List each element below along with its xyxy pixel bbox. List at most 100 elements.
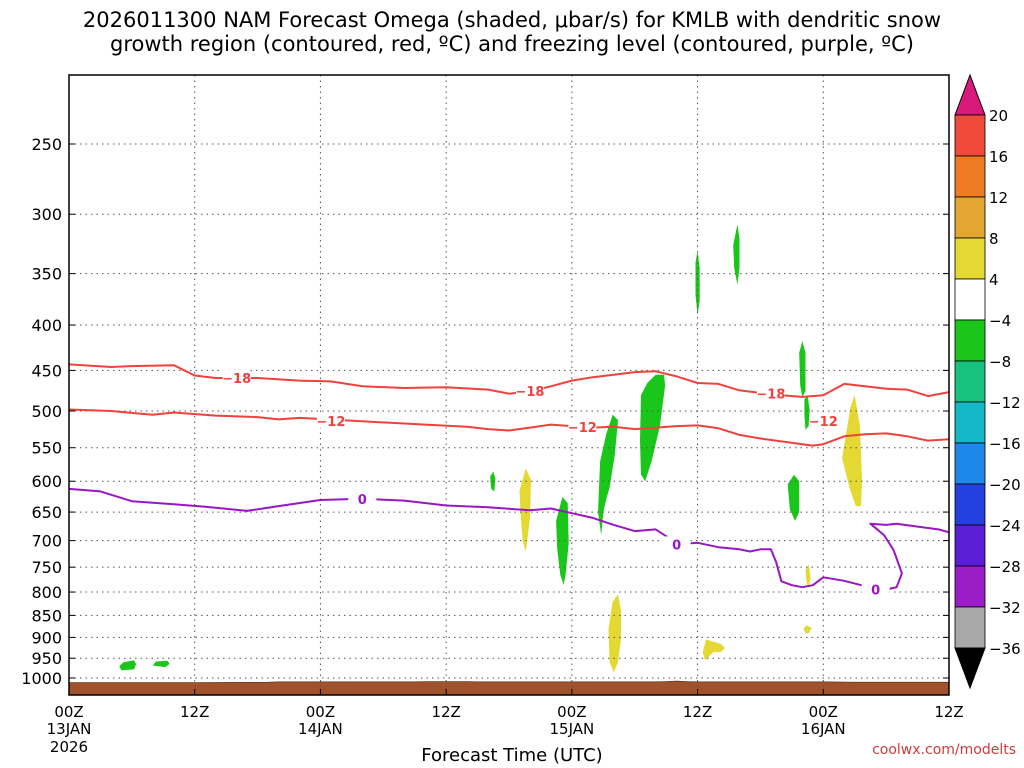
omega-neg-4 (556, 497, 569, 585)
ytick-label-500: 500 (31, 402, 62, 421)
contour-0 (69, 487, 949, 591)
omega-neg-9 (799, 341, 806, 397)
contour-label-bg (348, 490, 377, 506)
credit-link[interactable]: coolwx.com/modelts (872, 742, 1016, 758)
colorbar-swatch (954, 483, 986, 526)
colorbar-arrow-bottom (954, 647, 986, 690)
ytick-label-700: 700 (31, 532, 62, 551)
xtick-label: 00Z (306, 703, 335, 721)
colorbar-label: −32 (989, 599, 1021, 617)
ytick-label-800: 800 (31, 583, 62, 602)
xtick-date: 15JAN (549, 720, 594, 738)
xtick-date: 14JAN (298, 720, 343, 738)
contour-label-0: 0 (358, 493, 367, 508)
omega-neg-2 (152, 660, 170, 668)
omega-neg-8 (733, 224, 740, 285)
ytick-label-950: 950 (31, 649, 62, 668)
ytick-label-350: 350 (31, 265, 62, 284)
contour-label-bg (515, 383, 544, 399)
colorbar-label: −36 (989, 640, 1021, 658)
omega-neg-5 (598, 414, 618, 536)
colorbar-swatch (954, 524, 986, 567)
omega-neg-11 (787, 474, 800, 521)
plot-frame (68, 74, 950, 696)
xtick-label: 00Z (557, 703, 586, 721)
omega-pos-6 (842, 395, 862, 507)
contour-label--12: −12 (568, 421, 597, 436)
ytick-label-250: 250 (31, 135, 62, 154)
colorbar-swatch (954, 237, 986, 280)
colorbar-swatch (954, 565, 986, 608)
xtick-label: 12Z (934, 703, 963, 721)
omega-neg-10 (804, 395, 810, 430)
ytick-label-550: 550 (31, 439, 62, 458)
contour-label--12: −12 (316, 415, 345, 430)
omega-pos-3 (702, 639, 725, 661)
colorbar-swatch (954, 606, 986, 649)
omega-shading (119, 224, 862, 673)
ytick-label-850: 850 (31, 606, 62, 625)
contour-lines: −18 −18 −18 −12 −12 −12 0 0 0 (69, 363, 949, 599)
ytick-label-400: 400 (31, 316, 62, 335)
colorbar-label: −4 (989, 312, 1011, 330)
colorbar-label: 8 (989, 230, 999, 248)
contour-label-bg (662, 536, 691, 552)
ytick-label-900: 900 (31, 628, 62, 647)
colorbar-swatch (954, 155, 986, 198)
contour-label-bg (861, 581, 890, 597)
contour-label-0: 0 (672, 538, 681, 553)
xtick-label: 12Z (180, 703, 209, 721)
xtick-label: 12Z (431, 703, 460, 721)
ytick-label-450: 450 (31, 361, 62, 380)
contour-label--18: −18 (756, 388, 785, 403)
xtick-label: 00Z (54, 703, 83, 721)
contour-label--18: −18 (515, 385, 544, 400)
colorbar-label: 4 (989, 271, 999, 289)
colorbar-label: −28 (989, 558, 1021, 576)
contour-label-bg (222, 370, 251, 386)
ytick-label-1000: 1000 (21, 669, 62, 688)
contour-label-bg (316, 412, 345, 428)
ytick-label-600: 600 (31, 472, 62, 491)
colorbar-swatch (954, 114, 986, 157)
ytick-label-300: 300 (31, 205, 62, 224)
colorbar-label: −16 (989, 435, 1021, 453)
colorbar-label: −8 (989, 353, 1011, 371)
ytick-label-750: 750 (31, 558, 62, 577)
colorbar-arrow-top (954, 73, 986, 116)
colorbar-label: −24 (989, 517, 1021, 535)
contour-label-0: 0 (871, 584, 880, 599)
grid-lines (69, 75, 949, 695)
colorbar-swatch (954, 319, 986, 362)
xtick-label: 12Z (683, 703, 712, 721)
colorbar-label: 12 (989, 189, 1008, 207)
colorbar-swatch (954, 442, 986, 485)
omega-pos-5 (803, 625, 812, 634)
contour-label-bg (809, 412, 838, 428)
colorbar-swatch (954, 278, 986, 321)
colorbar-swatch (954, 196, 986, 239)
chart-title: 2026011300 NAM Forecast Omega (shaded, μ… (82, 8, 942, 56)
colorbar-label: −20 (989, 476, 1021, 494)
contour-label-bg (568, 418, 597, 434)
contour-label-bg (756, 385, 785, 401)
colorbar-label: 16 (989, 148, 1008, 166)
omega-pos-2 (608, 594, 622, 673)
xtick-date: 16JAN (801, 720, 846, 738)
contour--12 (69, 408, 949, 447)
x-axis-label: Forecast Time (UTC) (421, 745, 603, 766)
xtick-label: 00Z (809, 703, 838, 721)
colorbar: 20 16 12 8 4 −4 −8 −12 −16 −20 −24 −28 −32 −36 (954, 73, 1021, 690)
colorbar-label: 20 (989, 107, 1008, 125)
colorbar-swatch (954, 401, 986, 444)
contour--18 (69, 363, 949, 398)
colorbar-swatch (954, 360, 986, 403)
xtick-year: 2026 (50, 738, 88, 756)
colorbar-label: −12 (989, 394, 1021, 412)
pressure-axis: 250 300 350 400 450 500 550 600 650 700 750 800 850 9… (21, 135, 949, 688)
omega-neg-1 (119, 660, 136, 671)
ytick-label-650: 650 (31, 503, 62, 522)
terrain-surface (69, 680, 949, 695)
